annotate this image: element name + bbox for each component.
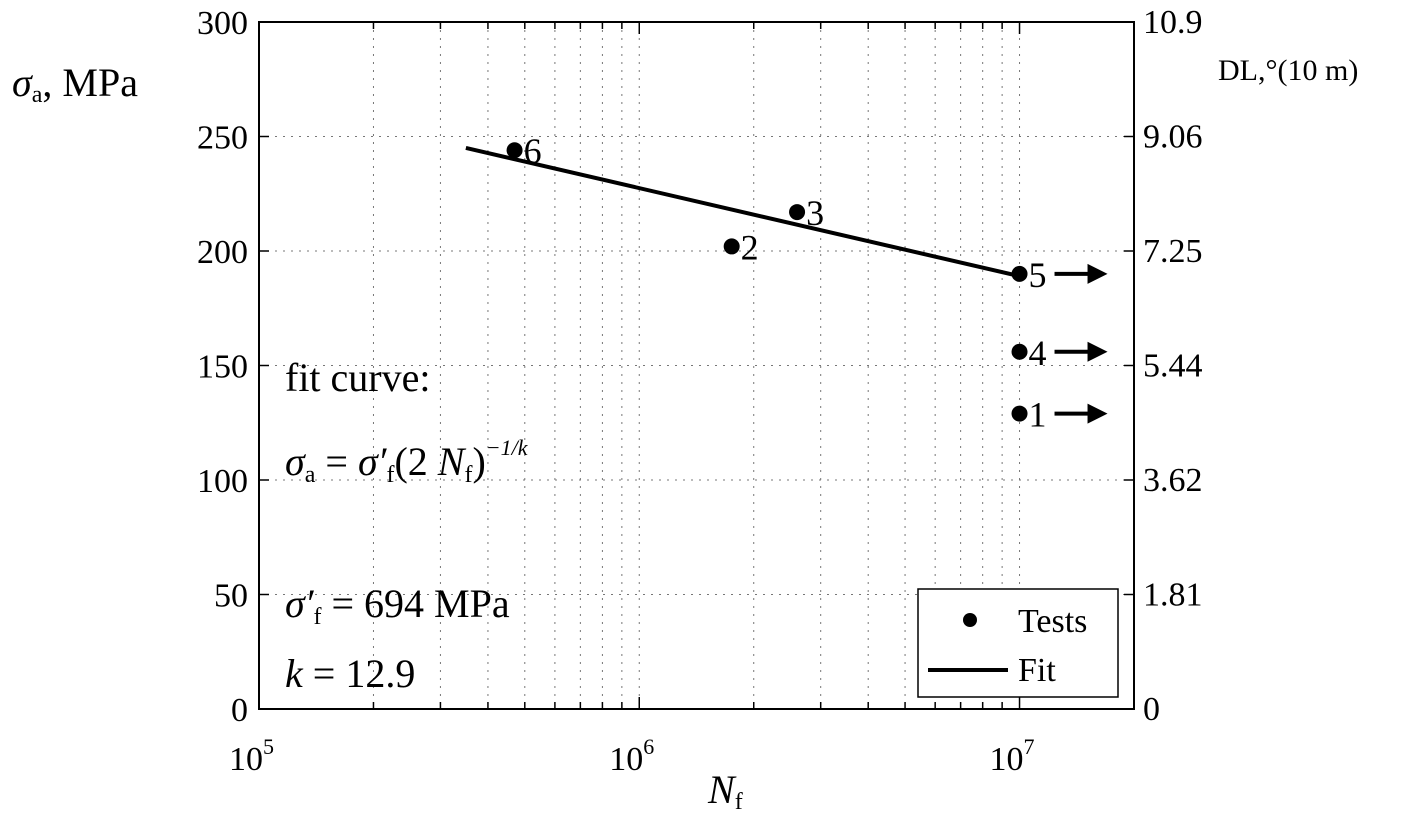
test-point-label: 6 (524, 131, 542, 171)
test-point (506, 142, 523, 159)
x-tick-label: 106 (609, 734, 654, 778)
y-tick-label: 0 (231, 692, 248, 729)
y2-tick-label: 1.81 (1143, 577, 1203, 614)
fit-annotation: fit curve: σa = σ′f(2 Nf)−1/k σ′f = 694 … (285, 355, 529, 696)
k-value: k = 12.9 (285, 651, 415, 696)
y-tick-label: 150 (197, 349, 248, 386)
test-point-label: 2 (741, 227, 759, 267)
x-tick-labels: 105 106 107 (229, 734, 1035, 778)
y2-tick-label: 10.9 (1143, 4, 1203, 41)
test-point (1011, 265, 1028, 282)
y-tick-label: 250 (197, 120, 248, 157)
fit-equation: σa = σ′f(2 Nf)−1/k (285, 435, 529, 488)
runout-arrow-head (1087, 341, 1108, 362)
runout-arrow-head (1087, 403, 1108, 424)
runout-arrow-head (1087, 263, 1108, 284)
x-axis-label: Nf (707, 767, 743, 815)
y2-tick-label: 7.25 (1143, 233, 1203, 270)
legend: Tests Fit (917, 588, 1119, 698)
fit-line (465, 146, 1020, 279)
y-tick-label: 200 (197, 234, 248, 271)
x-tick-label: 107 (990, 734, 1035, 778)
legend-tests-label: Tests (1018, 603, 1087, 640)
legend-tests-marker (963, 613, 977, 627)
test-point-label: 4 (1029, 333, 1047, 373)
test-point-label: 3 (806, 193, 824, 233)
test-point (1011, 405, 1028, 422)
legend-box (917, 588, 1119, 698)
series: 1 2 3 4 5 6 (465, 131, 1108, 435)
y2-tick-label: 9.06 (1143, 119, 1203, 156)
y-tick-label: 100 (197, 463, 248, 500)
y-tick-labels: 0 50 100 150 200 250 300 (197, 5, 248, 729)
y-tick-label: 50 (214, 578, 248, 615)
y2-axis-label: DL,°(10 m) (1218, 54, 1358, 87)
legend-fit-label: Fit (1018, 652, 1056, 689)
y2-tick-label: 0 (1143, 691, 1160, 728)
test-point (789, 204, 806, 221)
test-point-label: 1 (1029, 395, 1047, 435)
y2-tick-label: 3.62 (1143, 462, 1203, 499)
test-point-label: 5 (1029, 255, 1047, 295)
ticks (258, 21, 1135, 710)
test-point (1011, 343, 1028, 360)
y2-tick-labels: 0 1.81 3.62 5.44 7.25 9.06 10.9 (1143, 4, 1203, 728)
fit-title: fit curve: (285, 355, 431, 400)
y2-tick-label: 5.44 (1143, 348, 1203, 385)
x-tick-label: 105 (229, 734, 274, 778)
y-tick-label: 300 (197, 5, 248, 42)
y-axis-label: σa, MPa (12, 60, 138, 108)
test-point (723, 238, 740, 255)
sigma-f-value: σ′f = 694 MPa (285, 581, 510, 630)
